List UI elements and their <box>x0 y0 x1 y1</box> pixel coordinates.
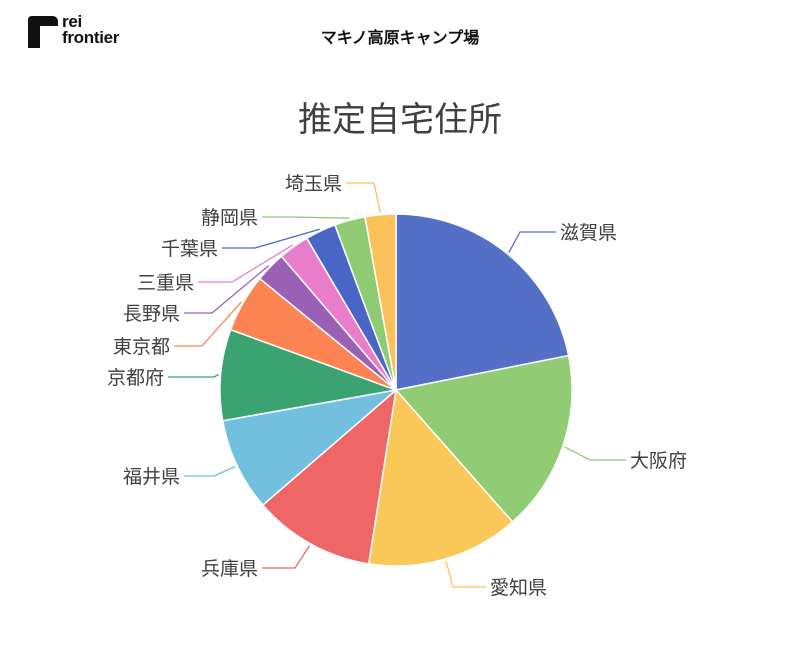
slice-label: 福井県 <box>123 466 180 488</box>
pie-slice <box>261 388 398 565</box>
leader-line <box>564 446 626 461</box>
leader-line <box>508 231 556 253</box>
pie-slice <box>394 354 573 523</box>
slice-label: 三重県 <box>137 272 194 294</box>
slice-label: 静岡県 <box>201 207 258 229</box>
pie-slice <box>367 388 514 567</box>
leader-line <box>184 465 236 477</box>
leader-line <box>445 560 486 588</box>
leader-line <box>184 265 270 314</box>
leader-line <box>346 182 381 213</box>
chart-title: 推定自宅住所 <box>298 100 502 140</box>
leader-line <box>174 301 242 347</box>
leader-line <box>198 244 293 283</box>
slice-label: 埼玉県 <box>285 173 342 195</box>
slice-label: 東京都 <box>113 336 170 358</box>
leader-line <box>262 545 311 569</box>
slice-label: 千葉県 <box>161 238 218 260</box>
page-title: マキノ高原キャンプ場 <box>320 28 480 47</box>
leader-line <box>168 373 220 378</box>
logo-line2: frontier <box>62 28 120 47</box>
slice-label: 大阪府 <box>630 450 687 472</box>
pie-slice <box>219 328 399 422</box>
leader-line <box>222 228 320 249</box>
slice-label: 兵庫県 <box>201 558 258 580</box>
pie-slice <box>395 213 570 391</box>
logo-line1: rei <box>62 12 82 31</box>
slice-label: 長野県 <box>123 303 180 325</box>
logo-text: rei frontier <box>62 12 120 47</box>
logo-mark-icon <box>28 16 58 48</box>
slice-label: 京都府 <box>107 367 164 389</box>
brand-logo: rei frontier <box>28 12 148 54</box>
slice-label: 滋賀県 <box>560 222 617 244</box>
slice-label: 愛知県 <box>490 577 547 599</box>
pie-slice <box>364 213 397 391</box>
pie-slice <box>221 388 399 507</box>
leader-line <box>262 216 350 219</box>
